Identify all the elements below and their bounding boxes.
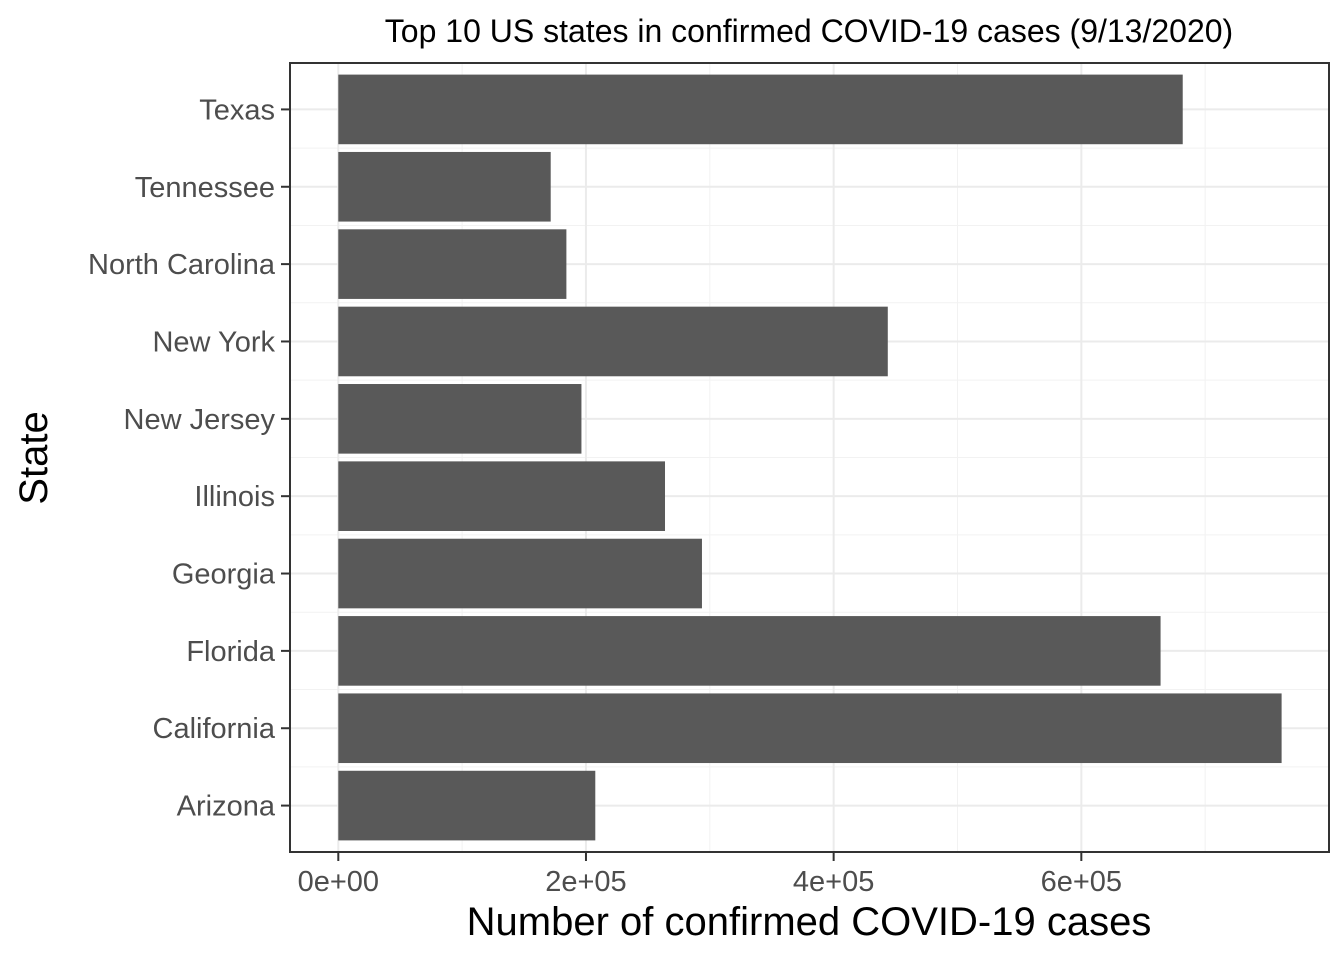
panel-border [289, 62, 1330, 853]
y-tick-label: Illinois [194, 481, 275, 513]
bar-texas [338, 74, 1183, 145]
y-tick-label: California [153, 713, 276, 745]
bar-new-jersey [338, 384, 582, 454]
x-tick-label: 2e+05 [545, 866, 626, 898]
y-tick-label: Arizona [177, 791, 276, 823]
y-tick-label: New Jersey [124, 404, 276, 436]
y-axis-title: State [12, 411, 56, 504]
x-axis-title: Number of confirmed COVID-19 cases [467, 900, 1152, 944]
bar-georgia [338, 538, 702, 609]
x-axis-ticks: 0e+00 2e+05 4e+05 6e+05 [298, 852, 1122, 898]
bar-new-york [338, 306, 888, 377]
y-tick-label: New York [152, 326, 275, 358]
y-tick-label: Georgia [172, 559, 276, 591]
y-tick-label: North Carolina [88, 249, 276, 281]
y-tick-label: Tennessee [135, 172, 275, 204]
y-tick-label: Texas [199, 94, 275, 126]
x-tick-label: 0e+00 [298, 866, 379, 898]
bar-tennessee [338, 151, 551, 222]
bar-illinois [338, 461, 666, 531]
y-axis-ticks: Arizona California Florida Georgia Illinois N… [88, 94, 290, 823]
bar-florida [338, 616, 1161, 686]
bars [338, 74, 1282, 841]
y-tick-label: Florida [186, 636, 276, 668]
bar-arizona [338, 770, 596, 841]
bar-north-carolina [338, 229, 567, 299]
chart-title: Top 10 US states in confirmed COVID-19 c… [385, 13, 1233, 49]
x-tick-label: 4e+05 [793, 866, 874, 898]
x-tick-label: 6e+05 [1041, 866, 1122, 898]
bar-california [338, 693, 1282, 764]
